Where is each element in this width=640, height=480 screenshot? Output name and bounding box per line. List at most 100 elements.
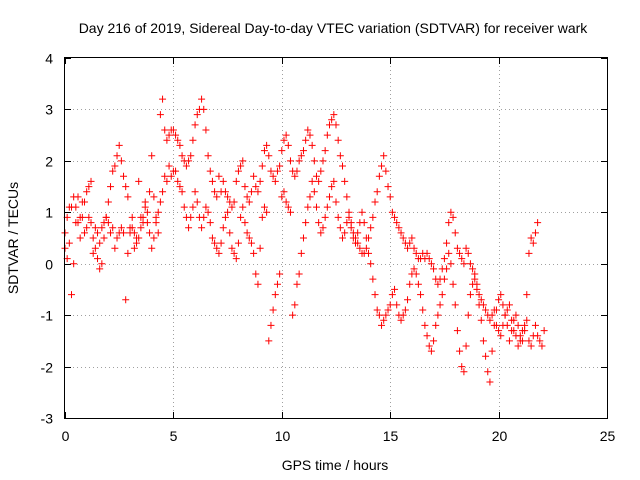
data-point [139, 213, 147, 221]
data-point [252, 270, 260, 278]
data-point [74, 219, 82, 227]
data-point [202, 203, 210, 211]
data-point [206, 167, 214, 175]
data-point [78, 198, 86, 206]
data-point [252, 183, 260, 191]
data-point [137, 224, 145, 232]
data-point [191, 121, 199, 129]
data-point [256, 177, 264, 185]
data-point [215, 172, 223, 180]
data-point [111, 162, 119, 170]
data-point [122, 296, 130, 304]
data-point [156, 198, 164, 206]
x-tick-label: 0 [62, 428, 70, 444]
data-point [362, 244, 370, 252]
data-point [495, 327, 503, 335]
data-point [523, 291, 531, 299]
data-point [447, 208, 455, 216]
data-point [113, 152, 121, 160]
data-point [306, 193, 314, 201]
data-point [534, 332, 542, 340]
x-tick-label: 5 [170, 428, 178, 444]
data-point [286, 208, 294, 216]
data-point [508, 327, 516, 335]
x-axis-label: GPS time / hours [282, 457, 389, 473]
data-point [410, 265, 418, 273]
data-point [492, 306, 500, 314]
data-point [217, 239, 225, 247]
data-point [146, 188, 154, 196]
data-point [430, 265, 438, 273]
data-point [109, 224, 117, 232]
data-point [384, 306, 392, 314]
data-point [404, 244, 412, 252]
data-point [87, 219, 95, 227]
data-point [514, 342, 522, 350]
data-point [440, 275, 448, 283]
data-point [406, 280, 414, 288]
data-point [488, 347, 496, 355]
data-point [169, 126, 177, 134]
data-point [146, 229, 154, 237]
data-point [401, 306, 409, 314]
data-point [176, 183, 184, 191]
data-point [128, 213, 136, 221]
data-point [486, 378, 494, 386]
data-point [323, 203, 331, 211]
data-point [211, 188, 219, 196]
data-point [315, 177, 323, 185]
data-point [143, 219, 151, 227]
data-point [404, 296, 412, 304]
data-point [260, 147, 268, 155]
data-point [531, 229, 539, 237]
y-tick-label: -3 [41, 411, 54, 427]
data-point [378, 162, 386, 170]
data-point [371, 198, 379, 206]
data-point [226, 229, 234, 237]
data-point [76, 213, 84, 221]
data-point [499, 301, 507, 309]
data-point [115, 141, 123, 149]
data-point [267, 321, 275, 329]
data-point [124, 193, 132, 201]
data-point [399, 234, 407, 242]
data-point [421, 321, 429, 329]
data-point [453, 327, 461, 335]
data-point [312, 172, 320, 180]
data-point [330, 177, 338, 185]
data-points [61, 95, 548, 386]
data-point [76, 234, 84, 242]
data-point [464, 311, 472, 319]
data-point [505, 301, 513, 309]
data-point [514, 321, 522, 329]
data-point [352, 239, 360, 247]
data-point [436, 301, 444, 309]
data-point [211, 239, 219, 247]
data-point [150, 193, 158, 201]
data-point [258, 162, 266, 170]
data-point [256, 244, 264, 252]
data-point [291, 301, 299, 309]
data-point [224, 208, 232, 216]
data-point [503, 306, 511, 314]
data-point [529, 239, 537, 247]
data-point [464, 249, 472, 257]
data-point [458, 255, 466, 263]
data-point [443, 265, 451, 273]
data-point [423, 249, 431, 257]
data-point [527, 234, 535, 242]
data-point [126, 224, 134, 232]
data-point [143, 208, 151, 216]
data-point [163, 177, 171, 185]
data-point [332, 198, 340, 206]
data-point [289, 311, 297, 319]
data-point [469, 265, 477, 273]
data-point [434, 311, 442, 319]
data-point [167, 172, 175, 180]
x-tick-labels: 0 5 10 15 20 25 [62, 428, 616, 444]
data-point [482, 352, 490, 360]
data-point [113, 234, 121, 242]
data-point [117, 224, 125, 232]
data-point [297, 152, 305, 160]
data-point [430, 337, 438, 345]
